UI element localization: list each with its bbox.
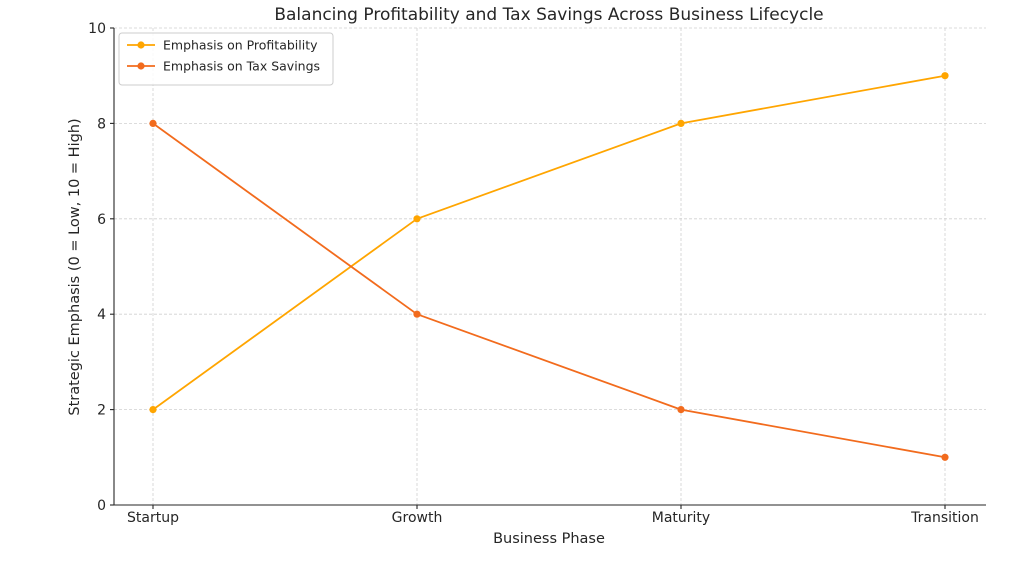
y-tick-label: 2 <box>97 403 106 419</box>
data-point <box>149 406 157 414</box>
x-tick-label: Transition <box>910 510 979 526</box>
x-tick-label: Maturity <box>652 510 710 526</box>
data-point <box>149 119 157 127</box>
legend-label: Emphasis on Profitability <box>163 38 318 53</box>
chart-title: Balancing Profitability and Tax Savings … <box>274 5 823 25</box>
y-axis-label: Strategic Emphasis (0 = Low, 10 = High) <box>67 118 83 415</box>
legend-marker <box>137 62 145 70</box>
x-tick-label: Startup <box>127 510 179 526</box>
legend-marker <box>137 41 145 49</box>
data-point <box>941 72 949 80</box>
series-0 <box>149 72 949 414</box>
data-point <box>677 119 685 127</box>
legend: Emphasis on Profitability Emphasis on Tax… <box>118 32 334 86</box>
y-tick-label: 6 <box>97 212 106 228</box>
series-1 <box>149 119 949 461</box>
axes: 0 2 4 6 8 10 Startup Growth Maturity Transition <box>88 21 986 526</box>
y-tick-label: 0 <box>97 498 106 514</box>
data-point <box>677 406 685 414</box>
x-axis-label: Business Phase <box>493 531 605 547</box>
y-tick-label: 10 <box>88 21 106 37</box>
legend-label: Emphasis on Tax Savings <box>163 59 320 74</box>
y-tick-label: 8 <box>97 116 106 132</box>
series-line <box>152 122 946 459</box>
legend-box <box>118 32 334 86</box>
data-point <box>413 310 421 318</box>
x-tick-label: Growth <box>392 510 443 526</box>
series-line <box>152 74 946 411</box>
y-tick-label: 4 <box>97 307 106 323</box>
data-point <box>413 215 421 223</box>
series-group <box>149 72 949 461</box>
grid <box>114 27 986 506</box>
data-point <box>941 453 949 461</box>
